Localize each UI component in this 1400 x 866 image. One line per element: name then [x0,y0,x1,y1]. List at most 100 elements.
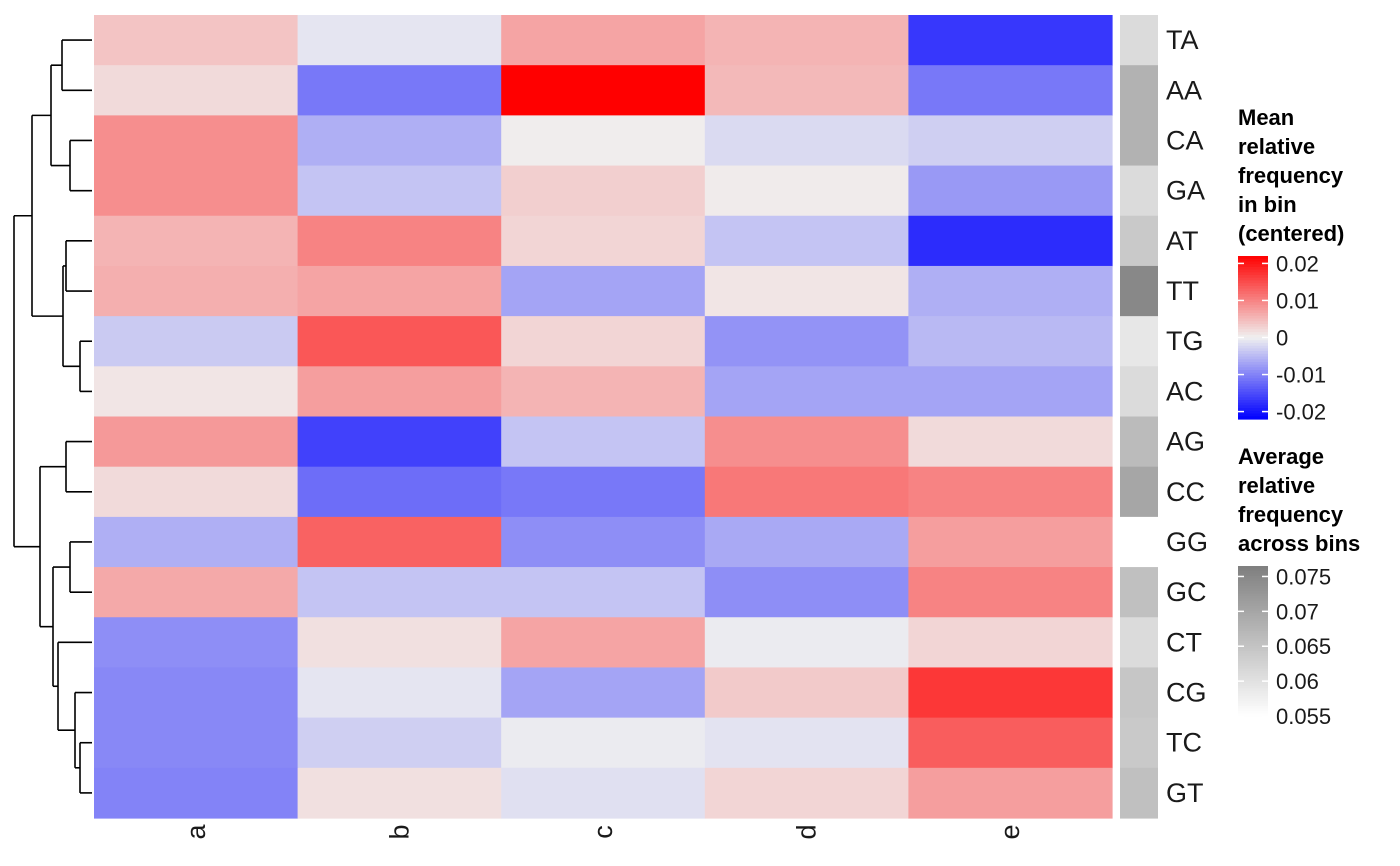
legend-main-colorbar-segment [1238,326,1268,330]
legend-main-colorbar-segment [1238,353,1268,358]
legend-main-colorbar-segment [1238,391,1268,396]
heatmap-cell-AA-d [704,65,909,116]
column-label-e: e [995,824,1025,839]
heatmap-cell-TT-e [908,265,1113,317]
heatmap-cell-TG-e [908,316,1113,367]
legend-main-colorbar-segment [1238,304,1268,309]
legend-main-colorbar-segment [1238,386,1268,390]
legend-annot-colorbar-segment [1238,641,1268,645]
annotation-cell-GG [1120,516,1158,568]
heatmap-cell-CT-d [704,617,909,669]
legend-annot-colorbar-segment [1238,568,1268,572]
legend-main-colorbar-segment [1238,345,1268,349]
heatmap-cell-CT-b [297,617,502,669]
column-labels: a b c d e [181,824,1025,840]
legend-main-tick-label: -0.01 [1276,363,1326,388]
annotation-cell-AT [1120,215,1158,267]
legend-main-colorbar-segment [1238,294,1268,298]
legend-main-colorbar-segment [1238,394,1268,398]
legend-annot-colorbar-segment [1238,616,1268,620]
heatmap-cell-GG-e [908,516,1113,568]
row-label-CC: CC [1166,477,1205,507]
legend-main-colorbar-segment [1238,315,1268,320]
legend-annot-colorbar-segment [1238,676,1268,680]
legend-annot-colorbar-segment [1238,713,1268,717]
legend-main-colorbar-segment [1238,288,1268,292]
legend-annot-colorbar-segment [1238,658,1268,662]
heatmap-cell-CC-d [704,466,909,518]
legend-annot-colorbar-segment [1238,591,1268,595]
legend-main-colorbar-segment [1238,261,1268,265]
annotation-cell-TT [1120,265,1158,317]
row-label-TC: TC [1166,728,1202,758]
heatmap-cell-AT-a [94,215,299,267]
legend-main-colorbar-segment [1238,348,1268,352]
legend-main-colorbar-segment [1238,310,1268,314]
heatmap-cell-AA-a [94,65,299,116]
legend-annot-colorbar-segment [1238,698,1268,702]
row-labels: TA AA CA GA AT TT TG AC AG CC GG GC CT CG TC GT [1166,25,1208,808]
legend-main-colorbar-segment [1238,356,1268,360]
legend-main-tick-label: -0.02 [1276,400,1326,425]
legend-annot-colorbar-segment [1238,573,1268,577]
legend-annot-colorbar-segment [1238,636,1268,640]
legend-main-colorbar-segment [1238,321,1268,325]
legend-annot-colorbar-segment [1238,701,1268,705]
legend-annot-colorbar-segment [1238,681,1268,685]
legend-main-colorbar-segment [1238,256,1268,260]
legend-annot-colorbar-segment [1238,623,1268,627]
legend-main-title-line: relative [1238,134,1315,159]
legend-main-colorbar-segment [1238,307,1268,311]
legend-annot-title-line: frequency [1238,502,1344,527]
heatmap-cell-CA-a [94,115,299,167]
legend-main-colorbar-segment [1238,389,1268,393]
heatmap-cell-TC-a [94,717,299,769]
heatmap-cell-AA-e [908,65,1113,116]
legend-annot-colorbar-segment [1238,706,1268,710]
legend-main-colorbar-segment [1238,272,1268,276]
legend-main-colorbar-segment [1238,361,1268,366]
legend-annot-colorbar-segment [1238,648,1268,652]
legend-annot-colorbar-segment [1238,566,1268,570]
legend-annot-tick-label: 0.075 [1276,564,1331,589]
heatmap-cell-TC-e [908,717,1113,769]
legend-annot-title-line: Average [1238,444,1324,469]
annotation-cell-TG [1120,316,1158,367]
heatmap-cell-AT-d [704,215,909,267]
heatmap-cell-GA-d [704,165,909,217]
legend-annot-colorbar-segment [1238,576,1268,580]
heatmap-cell-TT-a [94,265,299,317]
heatmap-cell-CG-e [908,667,1113,719]
heatmap-cell-AC-d [704,366,909,418]
legend-annot-colorbar-segment [1238,578,1268,582]
legend-main-colorbar-segment [1238,337,1268,341]
annotation-cell-CG [1120,667,1158,719]
heatmap-cell-TT-c [501,265,706,317]
heatmap-cell-CG-c [501,667,706,719]
legend-main-colorbar-segment [1238,397,1268,401]
heatmap-cell-AC-b [297,366,502,418]
legend-annot-tick-label: 0.06 [1276,669,1319,694]
heatmap-cell-GC-a [94,567,299,618]
legend-main-colorbar-segment [1238,323,1268,328]
legend-main-colorbar-segment [1238,399,1268,404]
legend-main-colorbar-segment [1238,416,1268,420]
legend-main-colorbar-segment [1238,402,1268,407]
legend-annot-colorbar-segment [1238,611,1268,615]
legend-annot-colorbar-segment [1238,656,1268,660]
heatmap-cell-GT-c [501,767,706,819]
legend-mean-relative-frequency: Mean relative frequency in bin (centered) 0.0… [1238,105,1344,425]
legend-annot-colorbar-segment [1238,703,1268,707]
column-label-c: c [588,825,618,839]
legend-annot-colorbar-segment [1238,666,1268,670]
row-label-GA: GA [1166,176,1205,206]
legend-main-colorbar-segment [1238,410,1268,415]
heatmap-cell-CC-a [94,466,299,518]
row-annotation-column [1120,15,1158,819]
legend-main-tick-label: 0.01 [1276,288,1319,313]
legend-annot-title-line: across bins [1238,531,1360,556]
legend-annot-tick-label: 0.065 [1276,634,1331,659]
heatmap-cell-AG-a [94,416,299,468]
annotation-cell-CA [1120,115,1158,167]
heatmap-cell-CC-c [501,466,706,518]
